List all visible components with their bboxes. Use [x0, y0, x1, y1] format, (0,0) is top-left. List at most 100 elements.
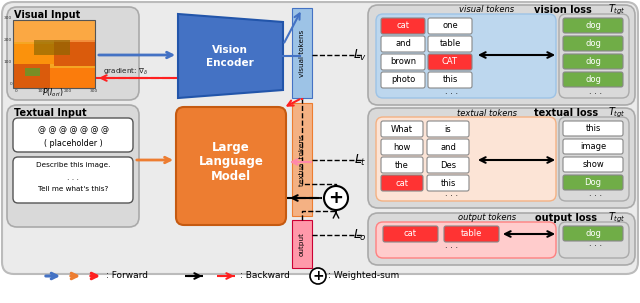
- Text: this: this: [440, 178, 456, 188]
- Text: visual tokens: visual tokens: [299, 29, 305, 77]
- Text: $P(I_{ori})$: $P(I_{ori})$: [42, 87, 63, 99]
- FancyBboxPatch shape: [559, 117, 629, 201]
- FancyBboxPatch shape: [368, 5, 635, 105]
- Text: textual tokens: textual tokens: [299, 134, 305, 186]
- Text: table: table: [461, 229, 482, 238]
- Text: +: +: [312, 269, 324, 283]
- Text: Visual Input: Visual Input: [14, 10, 80, 20]
- FancyBboxPatch shape: [427, 121, 469, 137]
- Text: how: how: [394, 142, 411, 152]
- Text: Model: Model: [211, 169, 251, 182]
- Bar: [13, 44, 54, 64]
- Text: brown: brown: [390, 58, 416, 66]
- Text: is: is: [445, 125, 451, 134]
- Text: image: image: [580, 142, 606, 151]
- FancyBboxPatch shape: [7, 105, 139, 227]
- Text: Encoder: Encoder: [206, 58, 254, 68]
- FancyBboxPatch shape: [427, 175, 469, 191]
- FancyBboxPatch shape: [563, 175, 623, 190]
- FancyBboxPatch shape: [559, 222, 629, 258]
- Text: . . .: . . .: [589, 189, 603, 198]
- Text: this: this: [586, 124, 601, 133]
- Text: Textual Input: Textual Input: [14, 108, 86, 118]
- Text: $T_{tgt}$: $T_{tgt}$: [608, 211, 626, 225]
- Text: : Backward: : Backward: [240, 271, 290, 281]
- FancyBboxPatch shape: [427, 157, 469, 173]
- Bar: [50, 68, 95, 88]
- Circle shape: [310, 268, 326, 284]
- Bar: [292, 8, 312, 98]
- Text: output loss: output loss: [535, 213, 597, 223]
- Text: table: table: [439, 39, 461, 48]
- Bar: [33, 40, 70, 55]
- Text: 300: 300: [4, 16, 12, 20]
- Text: dog: dog: [585, 21, 601, 30]
- Text: output tokens: output tokens: [458, 214, 516, 222]
- Text: 100: 100: [4, 60, 12, 64]
- Text: : Forward: : Forward: [106, 271, 148, 281]
- Text: Des: Des: [440, 161, 456, 169]
- FancyBboxPatch shape: [563, 157, 623, 172]
- Text: ( placeholder ): ( placeholder ): [44, 138, 102, 148]
- Text: dog: dog: [585, 229, 601, 238]
- FancyBboxPatch shape: [381, 139, 423, 155]
- Text: . . .: . . .: [445, 241, 459, 249]
- Text: 0: 0: [9, 82, 12, 86]
- FancyBboxPatch shape: [428, 18, 472, 34]
- Bar: [54, 40, 95, 66]
- Polygon shape: [178, 14, 283, 98]
- FancyBboxPatch shape: [428, 36, 472, 52]
- Text: cat: cat: [397, 22, 410, 31]
- FancyBboxPatch shape: [563, 226, 623, 241]
- Text: cat: cat: [396, 178, 408, 188]
- Text: dog: dog: [585, 57, 601, 66]
- Text: +: +: [328, 189, 344, 207]
- FancyBboxPatch shape: [381, 157, 423, 173]
- Circle shape: [324, 186, 348, 210]
- FancyBboxPatch shape: [563, 139, 623, 154]
- FancyBboxPatch shape: [368, 108, 635, 208]
- Text: . . .: . . .: [589, 239, 603, 248]
- Text: What: What: [391, 125, 413, 134]
- Text: Vision: Vision: [212, 45, 248, 55]
- FancyBboxPatch shape: [368, 213, 635, 265]
- FancyBboxPatch shape: [383, 226, 438, 242]
- Text: output: output: [299, 232, 305, 256]
- FancyBboxPatch shape: [381, 175, 423, 191]
- FancyBboxPatch shape: [381, 72, 425, 88]
- Text: dog: dog: [585, 39, 601, 48]
- Text: the: the: [395, 161, 409, 169]
- Text: and: and: [395, 39, 411, 48]
- Text: CAT: CAT: [442, 58, 458, 66]
- Text: @ @ @ @ @ @ @: @ @ @ @ @ @ @: [38, 125, 109, 135]
- FancyBboxPatch shape: [563, 18, 623, 33]
- Text: 200: 200: [64, 89, 72, 93]
- FancyBboxPatch shape: [13, 157, 133, 203]
- Text: this: this: [442, 75, 458, 85]
- FancyBboxPatch shape: [559, 14, 629, 98]
- Text: 100: 100: [38, 89, 46, 93]
- FancyBboxPatch shape: [427, 139, 469, 155]
- Text: $T_{tgt}$: $T_{tgt}$: [608, 106, 626, 120]
- FancyBboxPatch shape: [7, 7, 139, 100]
- Text: Tell me what's this?: Tell me what's this?: [38, 186, 108, 192]
- Text: $T_{tgt}$: $T_{tgt}$: [608, 3, 626, 17]
- Text: 300: 300: [90, 89, 98, 93]
- Bar: [13, 20, 95, 88]
- Text: one: one: [442, 22, 458, 31]
- Bar: [13, 64, 50, 88]
- Text: Describe this image.: Describe this image.: [36, 162, 110, 168]
- Text: textual tokens: textual tokens: [457, 108, 517, 118]
- FancyBboxPatch shape: [376, 117, 556, 201]
- Bar: [26, 68, 40, 76]
- FancyBboxPatch shape: [381, 121, 423, 137]
- Text: dog: dog: [585, 75, 601, 84]
- Text: : Weighted-sum: : Weighted-sum: [328, 271, 399, 281]
- Text: show: show: [582, 160, 604, 169]
- Text: . . .: . . .: [445, 189, 459, 198]
- Bar: [13, 20, 95, 88]
- FancyBboxPatch shape: [376, 222, 556, 258]
- FancyBboxPatch shape: [2, 2, 638, 274]
- Text: gradient: $\nabla_{\delta}$: gradient: $\nabla_{\delta}$: [103, 67, 148, 77]
- FancyBboxPatch shape: [563, 54, 623, 69]
